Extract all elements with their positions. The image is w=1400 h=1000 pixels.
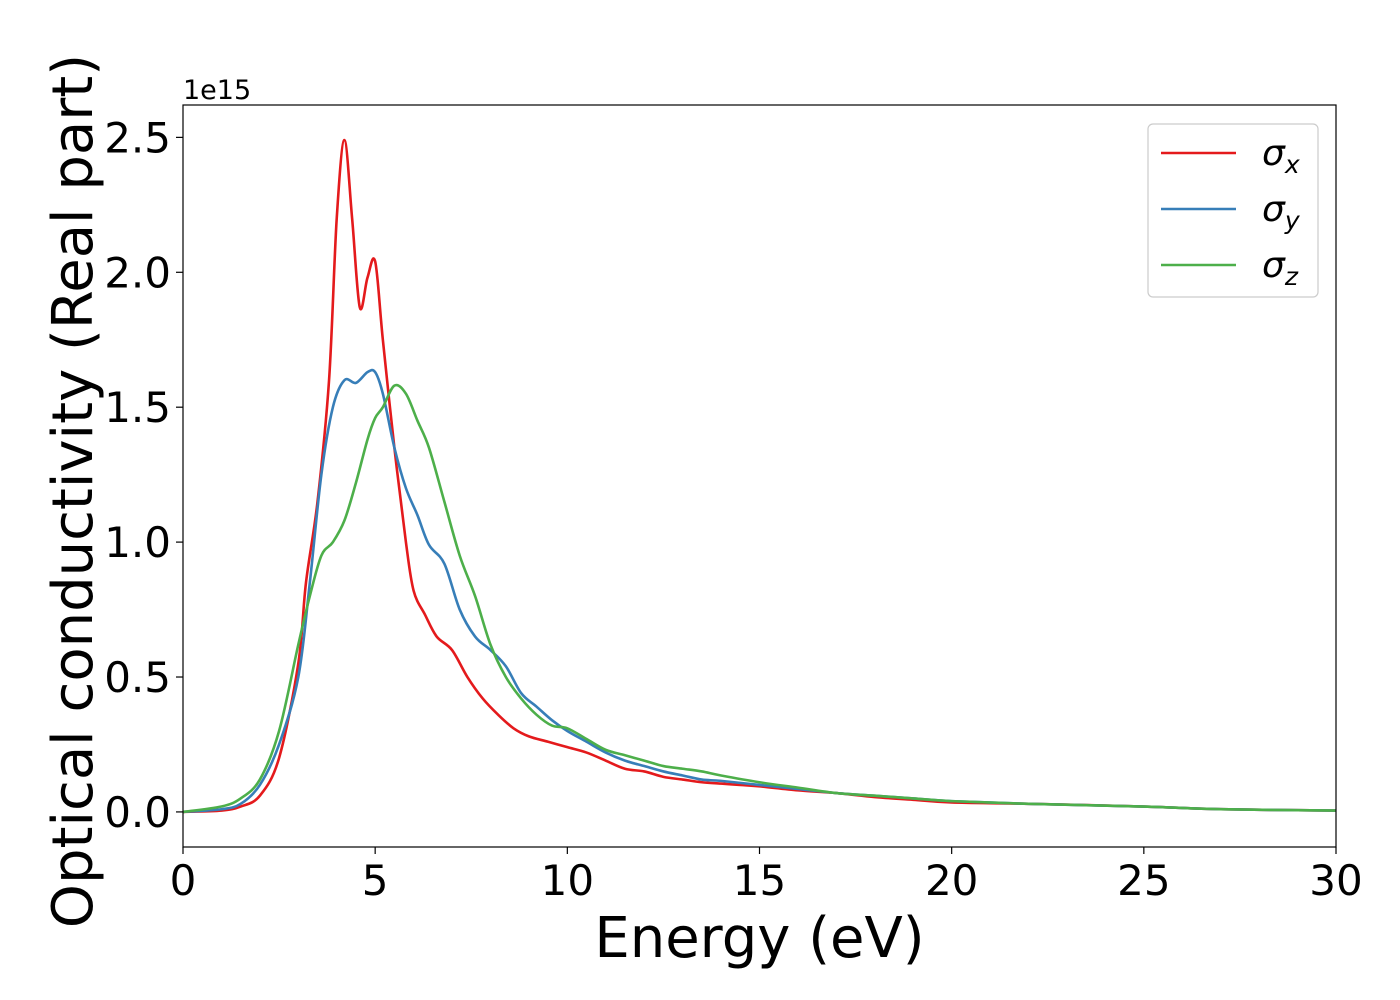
legend-label-subscript: z [1284,262,1299,291]
y-tick-label: 2.0 [104,248,171,297]
legend-box [1147,123,1319,298]
y-axis-ticks: 0.0 0.5 1.0 1.5 2.0 2.5 [104,113,183,837]
y-axis-label: Optical conductivity (Real part) [41,54,106,928]
legend-label-sigma-x: σx [1262,133,1300,179]
y-tick-label: 1.5 [104,383,171,432]
x-axis-ticks: 0 5 10 15 20 25 30 [170,847,1363,905]
x-tick-label: 30 [1309,856,1362,905]
x-tick-label: 20 [925,856,978,905]
y-tick-label: 1.0 [104,518,171,567]
y-tick-label: 0.5 [104,653,171,702]
x-tick-label: 5 [362,856,389,905]
legend-label-symbol: σ [1262,245,1286,286]
y-tick-label: 0.0 [104,788,171,837]
legend-label-sigma-z: σz [1262,245,1299,291]
x-tick-label: 10 [541,856,594,905]
x-tick-label: 25 [1117,856,1170,905]
legend-label-subscript: y [1284,206,1301,235]
x-tick-label: 15 [733,856,786,905]
legend-label-subscript: x [1284,150,1300,179]
x-axis-label: Energy (eV) [594,906,924,971]
series-line-sigma-z [183,383,1336,814]
x-tick-label: 0 [170,856,197,905]
legend-label-sigma-y: σy [1262,189,1301,235]
legend-label-symbol: σ [1262,189,1286,230]
legend-label-symbol: σ [1262,133,1286,174]
y-tick-label: 2.5 [104,113,171,162]
y-offset-text: 1e15 [183,75,251,106]
series-lines [183,138,1336,814]
